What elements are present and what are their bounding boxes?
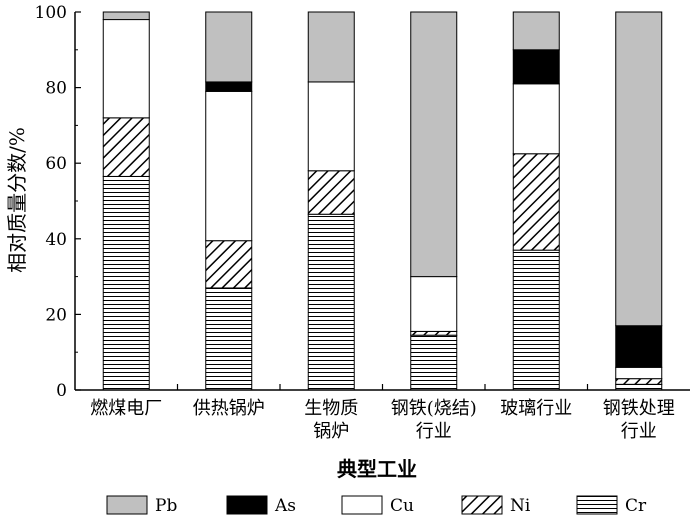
bar-segment-as <box>205 81 253 92</box>
x-category-label: 玻璃行业 <box>500 398 572 419</box>
x-category-label: 行业 <box>416 421 452 442</box>
x-category-label: 燃煤电厂 <box>90 398 162 419</box>
bar-segment-cu <box>410 276 458 332</box>
y-tick-label: 80 <box>45 79 67 99</box>
legend-label-pb: Pb <box>155 496 177 516</box>
x-category-label: 钢铁处理 <box>603 398 675 419</box>
x-category-label: 供热锅炉 <box>193 398 265 419</box>
axes-group <box>74 12 690 391</box>
y-tick-label: 60 <box>45 154 67 174</box>
bar-segment-ni <box>615 378 663 385</box>
bar-segment-ni <box>410 330 458 336</box>
x-category-label: 锅炉 <box>313 421 349 442</box>
bar-segment-cu <box>512 83 560 155</box>
bar-segment-pb <box>307 11 355 83</box>
legend-swatch-cu <box>341 495 383 515</box>
legend-label-as: As <box>274 496 296 516</box>
legend-swatch-ni <box>461 495 503 515</box>
legend-label-ni: Ni <box>510 496 531 516</box>
legend-swatch-as <box>226 495 268 515</box>
y-tick-label: 40 <box>45 230 67 250</box>
legend-swatch-pb <box>106 495 148 515</box>
bar-segment-pb <box>102 11 150 21</box>
y-tick-label: 20 <box>45 305 67 325</box>
legend-label-cr: Cr <box>625 496 647 516</box>
bar-segment-as <box>615 325 663 368</box>
bar-segment-ni <box>512 153 560 251</box>
bar-segment-pb <box>512 11 560 51</box>
bar-segment-cu <box>205 90 253 242</box>
bar-segment-pb <box>205 11 253 83</box>
bar-segment-as <box>512 49 560 85</box>
bar-segment-cu <box>307 81 355 172</box>
y-tick-label: 0 <box>56 381 67 401</box>
y-axis-label: 相对质量分数/% <box>5 127 29 273</box>
x-category-label: 钢铁(烧结) <box>391 398 477 419</box>
x-axis-label: 典型工业 <box>337 457 417 481</box>
bar-segment-cr <box>307 213 355 391</box>
bar-segment-cr <box>615 383 663 391</box>
bar-segment-cr <box>102 175 150 391</box>
bar-segment-cu <box>102 19 150 119</box>
legend-swatch-cr <box>576 495 618 515</box>
y-ticks-group: 0 20 40 60 80 100 <box>35 3 81 401</box>
legend: Pb As Cu Ni Cr <box>106 495 647 516</box>
y-tick-label: 100 <box>35 3 67 23</box>
bar-segment-ni <box>102 117 150 177</box>
x-category-label: 生物质 <box>304 398 358 419</box>
bar-segment-ni <box>205 240 253 289</box>
bar-segment-pb <box>615 11 663 327</box>
bar-segment-cu <box>615 366 663 380</box>
bar-segment-cr <box>512 249 560 391</box>
bar-segment-cr <box>205 287 253 391</box>
bar-segment-pb <box>410 11 458 278</box>
x-category-label: 行业 <box>621 421 657 442</box>
bars-group <box>102 11 663 391</box>
legend-label-cu: Cu <box>390 496 414 516</box>
bar-segment-cr <box>410 334 458 391</box>
bar-segment-ni <box>307 170 355 215</box>
